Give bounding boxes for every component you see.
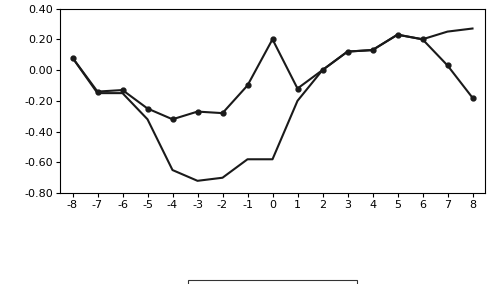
Legend: conditional S-curve, unconditional S-curve: conditional S-curve, unconditional S-cur…	[188, 280, 358, 284]
